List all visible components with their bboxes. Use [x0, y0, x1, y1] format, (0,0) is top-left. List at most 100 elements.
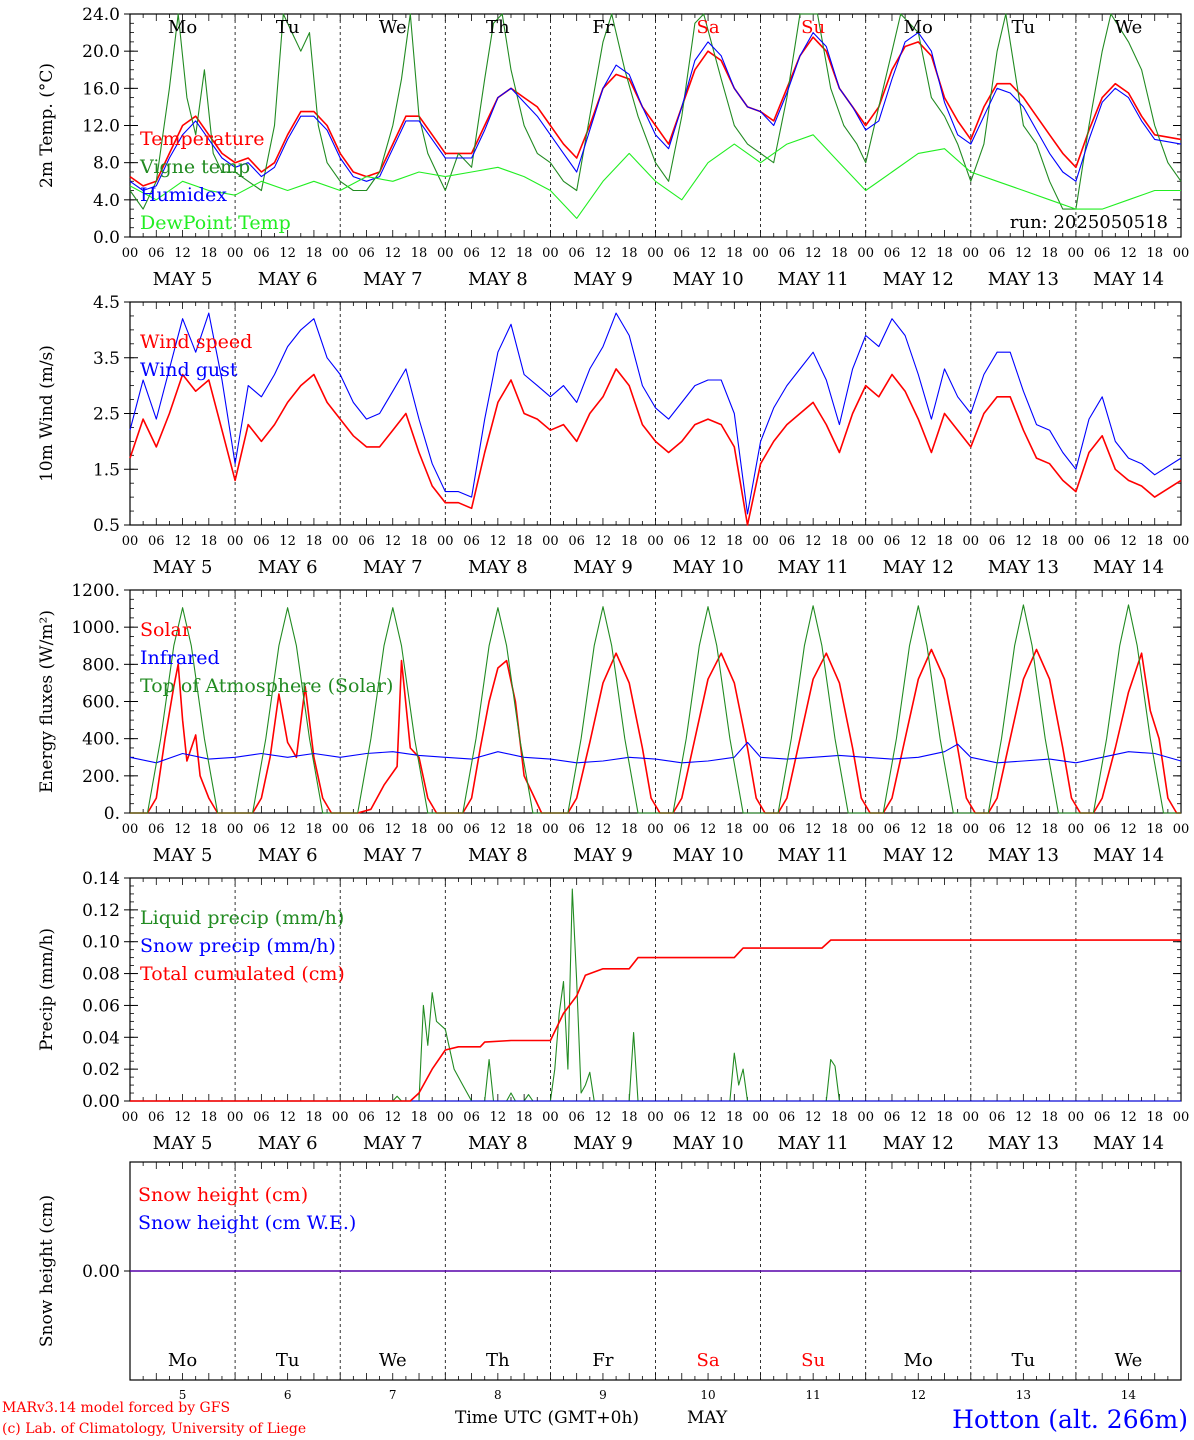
- hour-label: 00: [1068, 534, 1085, 549]
- hour-label: 06: [779, 246, 796, 261]
- weekday-label: We: [1115, 1350, 1143, 1371]
- hour-label: 00: [1173, 534, 1190, 549]
- hour-label: 06: [989, 1110, 1006, 1125]
- hour-label: 18: [1146, 534, 1163, 549]
- hour-label: 12: [910, 534, 927, 549]
- hour-label: 18: [201, 822, 218, 837]
- hour-label: 06: [568, 1110, 585, 1125]
- hour-label: 12: [384, 1110, 401, 1125]
- hour-label: 00: [857, 1110, 874, 1125]
- hour-label: 12: [1015, 534, 1032, 549]
- y-tick-label: 800.: [82, 655, 120, 675]
- hour-label: 12: [1120, 246, 1137, 261]
- series-line: [129, 368, 1182, 526]
- hour-label: 12: [1120, 822, 1137, 837]
- day-number-label: 9: [599, 1388, 607, 1402]
- y-axis-label: Precip (mm/h): [37, 928, 57, 1051]
- hour-label: 00: [332, 246, 349, 261]
- hour-label: 06: [674, 822, 691, 837]
- hour-label: 06: [463, 1110, 480, 1125]
- hour-label: 00: [227, 534, 244, 549]
- hour-label: 00: [752, 246, 769, 261]
- y-axis-label: 2m Temp. (°C): [37, 63, 57, 188]
- date-label: MAY 14: [1093, 269, 1164, 290]
- date-label: MAY 7: [363, 845, 423, 866]
- hour-label: 12: [910, 246, 927, 261]
- date-label: MAY 11: [778, 269, 849, 290]
- weekday-label: Mo: [904, 1350, 933, 1371]
- hour-label: 06: [253, 534, 270, 549]
- hour-label: 18: [621, 1110, 638, 1125]
- series-line: [130, 648, 1181, 814]
- footer-lab: (c) Lab. of Climatology, University of L…: [2, 1421, 306, 1437]
- date-label: MAY 9: [573, 845, 633, 866]
- date-label: MAY 12: [883, 1133, 954, 1154]
- hour-label: 06: [463, 534, 480, 549]
- hour-label: 18: [1041, 822, 1058, 837]
- date-label: MAY 6: [258, 845, 318, 866]
- hour-label: 00: [1173, 246, 1190, 261]
- weekday-label: Fr: [592, 17, 613, 38]
- day-number-label: 8: [494, 1388, 502, 1402]
- hour-label: 12: [805, 246, 822, 261]
- y-tick-label: 2.5: [93, 405, 120, 425]
- hour-label: 18: [1041, 246, 1058, 261]
- hour-label: 06: [568, 534, 585, 549]
- day-number-label: 13: [1016, 1388, 1031, 1402]
- hour-label: 06: [779, 822, 796, 837]
- hour-label: 06: [884, 246, 901, 261]
- hour-label: 00: [332, 1110, 349, 1125]
- panel-1: 0.0 4.0 8.0 12.0 16.0 20.0 24.0 2m Temp. (°C) Te…: [37, 5, 1189, 290]
- hour-label: 12: [595, 246, 612, 261]
- series-line: [129, 134, 1181, 219]
- hour-label: 06: [463, 246, 480, 261]
- hour-label: 06: [884, 822, 901, 837]
- hour-label: 12: [910, 1110, 927, 1125]
- hour-label: 00: [332, 822, 349, 837]
- panel-2: 0.5 1.5 2.5 3.5 4.5 10m Wind (m/s) Wind speed W…: [37, 293, 1189, 578]
- weekday-label: Mo: [168, 17, 197, 38]
- hour-label: 06: [148, 822, 165, 837]
- hour-label: 00: [752, 534, 769, 549]
- hour-label: 12: [174, 822, 191, 837]
- hour-label: 06: [568, 246, 585, 261]
- legend-entry: Vigne temp: [139, 156, 250, 178]
- hour-label: 00: [122, 822, 139, 837]
- hour-label: 12: [805, 534, 822, 549]
- hour-label: 06: [779, 1110, 796, 1125]
- hour-label: 18: [831, 822, 848, 837]
- panels-layer: 0.0 4.0 8.0 12.0 16.0 20.0 24.0 2m Temp. (°C) Te…: [37, 5, 1189, 1402]
- hour-label: 00: [963, 822, 980, 837]
- hour-label: 18: [936, 246, 953, 261]
- hour-label: 18: [936, 534, 953, 549]
- day-number-label: 10: [700, 1388, 715, 1402]
- y-axis-label: Snow height (cm): [37, 1195, 57, 1347]
- legend-entry: Temperature: [140, 128, 264, 150]
- hour-label: 12: [279, 534, 296, 549]
- hour-label: 12: [490, 534, 507, 549]
- hour-label: 06: [1094, 1110, 1111, 1125]
- date-label: MAY 14: [1093, 557, 1164, 578]
- date-label: MAY 13: [988, 1133, 1059, 1154]
- hour-label: 18: [516, 246, 533, 261]
- weekday-label: We: [379, 17, 407, 38]
- hour-label: 18: [726, 246, 743, 261]
- hour-label: 18: [411, 534, 428, 549]
- hour-label: 12: [174, 1110, 191, 1125]
- legend-entry: Solar: [140, 619, 192, 641]
- hour-label: 00: [647, 822, 664, 837]
- hour-label: 12: [595, 534, 612, 549]
- legend-entry: Snow height (cm W.E.): [138, 1212, 356, 1234]
- hour-label: 18: [831, 1110, 848, 1125]
- hour-label: 18: [831, 246, 848, 261]
- hour-label: 18: [201, 534, 218, 549]
- hour-label: 18: [516, 822, 533, 837]
- weekday-label: Tu: [1012, 1350, 1036, 1371]
- date-label: MAY 12: [883, 845, 954, 866]
- hour-label: 00: [1068, 822, 1085, 837]
- date-label: MAY 5: [153, 845, 213, 866]
- day-number-label: 14: [1121, 1388, 1137, 1402]
- hour-label: 00: [1068, 246, 1085, 261]
- hour-label: 06: [989, 246, 1006, 261]
- hour-label: 06: [989, 534, 1006, 549]
